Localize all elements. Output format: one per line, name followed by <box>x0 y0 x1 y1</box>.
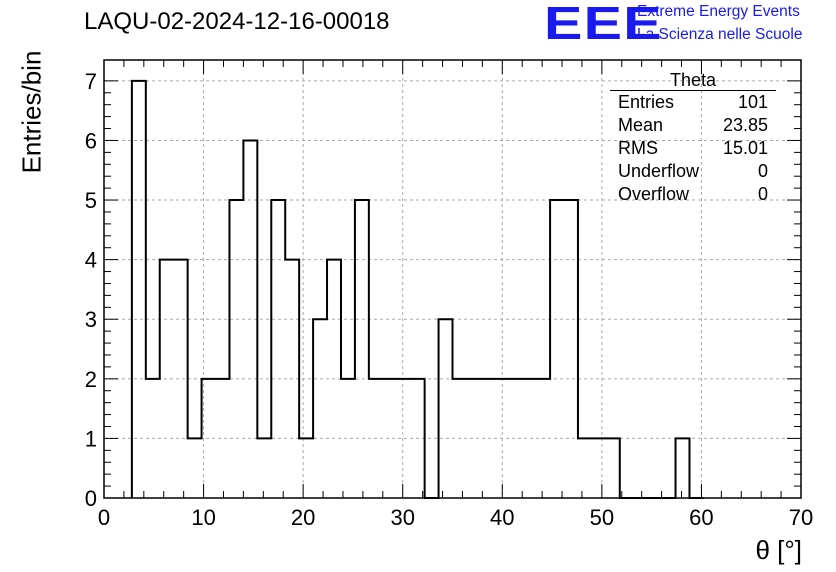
y-tick-label: 4 <box>85 248 97 273</box>
stats-label: Entries <box>618 92 675 112</box>
stats-box: Theta Entries 101 Mean 23.85 RMS 15.01 U… <box>610 70 776 206</box>
stats-label: Overflow <box>618 184 690 204</box>
x-tick-label: 10 <box>191 505 215 530</box>
stats-label: RMS <box>618 138 658 158</box>
stats-row-mean: Mean 23.85 <box>610 114 776 137</box>
y-tick-label: 7 <box>85 69 97 94</box>
chart-title: LAQU-02-2024-12-16-00018 <box>84 8 390 35</box>
x-tick-label: 0 <box>98 505 110 530</box>
stats-value: 0 <box>757 184 768 204</box>
logo-subtitle-2: La Scienza nelle Scuole <box>637 26 803 43</box>
logo-subtitle-1: Extreme Energy Events <box>637 3 800 20</box>
stats-row-underflow: Underflow 0 <box>610 160 776 183</box>
y-tick-label: 0 <box>85 486 97 511</box>
stats-label: Underflow <box>618 161 700 181</box>
y-tick-label: 2 <box>85 367 97 392</box>
x-tick-label: 30 <box>390 505 414 530</box>
y-tick-label: 5 <box>85 188 97 213</box>
stats-value: 15.01 <box>722 138 768 158</box>
x-axis-label: θ [°] <box>755 535 802 565</box>
stats-row-rms: RMS 15.01 <box>610 137 776 160</box>
stats-row-entries: Entries 101 <box>610 91 776 114</box>
plot-frame <box>103 59 802 499</box>
histogram-series <box>130 79 704 499</box>
y-tick-label: 1 <box>85 426 97 451</box>
eee-logo: EEE <box>544 0 663 49</box>
x-tick-label: 60 <box>689 505 713 530</box>
y-tick-label: 6 <box>85 128 97 153</box>
y-tick-label: 3 <box>85 307 97 332</box>
stats-label: Mean <box>618 115 664 135</box>
x-tick-label: 20 <box>291 505 315 530</box>
x-tick-label: 50 <box>590 505 614 530</box>
stats-row-overflow: Overflow 0 <box>610 183 776 206</box>
x-tick-label: 70 <box>789 505 813 530</box>
y-axis-label: Entries/bin <box>16 50 47 174</box>
stats-value: 101 <box>737 92 768 112</box>
stats-value: 23.85 <box>722 115 768 135</box>
stats-value: 0 <box>757 161 768 181</box>
x-tick-label: 40 <box>490 505 514 530</box>
stats-title: Theta <box>610 70 776 91</box>
